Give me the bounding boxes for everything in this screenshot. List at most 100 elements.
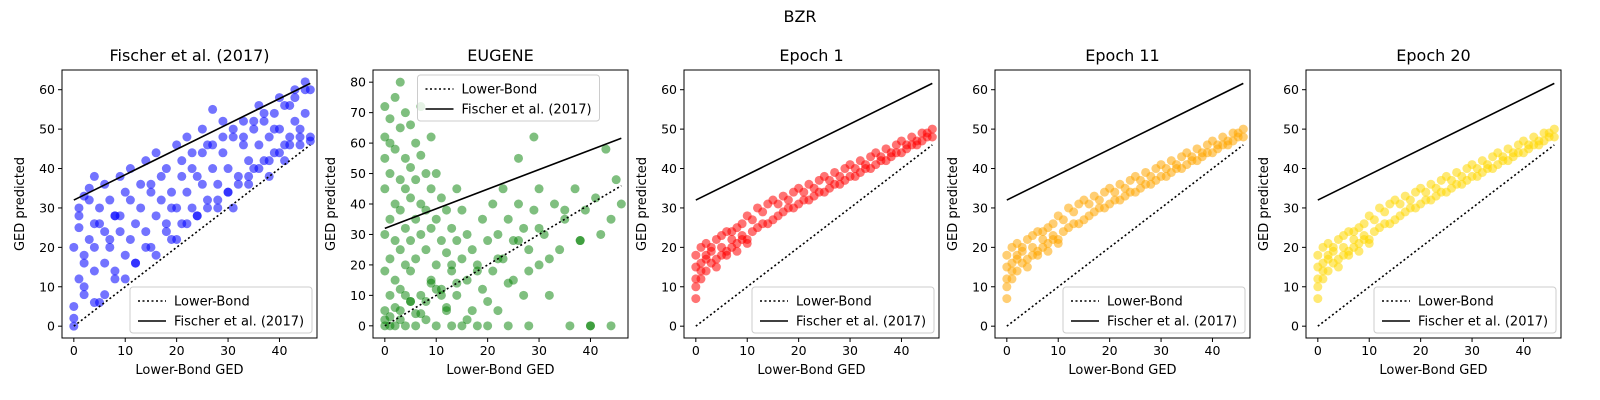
legend-box	[1062, 286, 1246, 334]
data-point	[380, 132, 390, 142]
data-point	[182, 187, 192, 197]
legend: Lower-Bond Fischer et al. (2017)	[1373, 286, 1557, 334]
data-point	[390, 144, 400, 154]
y-tick-label: 60	[39, 82, 55, 97]
data-point	[213, 195, 223, 205]
data-point	[447, 260, 457, 270]
data-point	[1048, 219, 1058, 229]
x-tick-label: 20	[791, 343, 807, 358]
data-point	[385, 254, 395, 264]
data-point	[447, 223, 457, 233]
y-axis-label: GED predicted	[635, 157, 650, 251]
data-point	[295, 132, 305, 142]
data-point	[927, 132, 937, 142]
data-point	[431, 214, 441, 224]
data-point	[223, 164, 233, 174]
data-point	[120, 274, 130, 284]
y-tick-label: 50	[39, 122, 55, 137]
y-tick-label: 0	[47, 319, 55, 334]
data-point	[74, 203, 84, 213]
data-point	[1313, 282, 1323, 292]
data-point	[1084, 199, 1094, 209]
scatter-points	[691, 124, 937, 304]
lower-bond-line	[1006, 144, 1244, 327]
fischer-reference-line	[695, 82, 933, 201]
data-point	[167, 203, 177, 213]
data-point	[105, 234, 115, 244]
y-tick-label: 0	[980, 319, 988, 334]
data-point	[187, 148, 197, 158]
data-point	[727, 234, 737, 244]
y-tick-label: 40	[972, 161, 988, 176]
data-point	[228, 203, 238, 213]
data-point	[228, 132, 238, 142]
data-point	[483, 236, 493, 246]
chart-panel-3: 0 10 20 30 40 0 10 20 30 40 50 60 Epoch 1 Lower-Bond …	[635, 46, 940, 378]
data-point	[483, 296, 493, 306]
data-point	[442, 248, 452, 258]
data-point	[406, 266, 416, 276]
y-axis-label: GED predicted	[1257, 157, 1272, 251]
panel-title: Epoch 1	[779, 46, 843, 65]
data-point	[549, 199, 559, 209]
data-point	[295, 140, 305, 150]
data-point	[529, 205, 539, 215]
data-point	[390, 236, 400, 246]
data-point	[400, 184, 410, 194]
x-tick-label: 10	[1361, 343, 1377, 358]
data-point	[1048, 231, 1058, 241]
data-point	[503, 321, 513, 331]
data-point	[95, 219, 105, 229]
y-tick-label: 60	[972, 82, 988, 97]
lower-bond-line	[384, 185, 622, 327]
data-point	[436, 193, 446, 203]
data-point	[213, 179, 223, 189]
data-point	[442, 303, 452, 313]
data-point	[1318, 266, 1328, 276]
data-point	[233, 179, 243, 189]
fischer-reference-line	[1006, 82, 1244, 201]
lower-bond-line	[695, 144, 933, 327]
data-point	[69, 242, 79, 252]
data-point	[1110, 187, 1120, 197]
data-point	[544, 254, 554, 264]
data-point	[202, 195, 212, 205]
x-tick-label: 40	[272, 343, 288, 358]
y-tick-label: 30	[39, 200, 55, 215]
data-point	[580, 205, 590, 215]
data-point	[570, 184, 580, 194]
data-point	[1028, 242, 1038, 252]
x-tick-label: 10	[739, 343, 755, 358]
legend-label: Fischer et al. (2017)	[1107, 315, 1237, 330]
data-point	[431, 260, 441, 270]
y-tick-label: 40	[1283, 161, 1299, 176]
axes-frame	[1305, 69, 1562, 339]
data-point	[927, 124, 937, 134]
data-point	[799, 187, 809, 197]
data-point	[400, 153, 410, 163]
y-axis-label: GED predicted	[324, 157, 339, 251]
legend: Lower-Bond Fischer et al. (2017)	[417, 74, 600, 122]
x-tick-label: 0	[70, 343, 78, 358]
data-point	[197, 148, 207, 158]
data-point	[161, 227, 171, 237]
fischer-reference-line	[1317, 82, 1555, 201]
data-point	[380, 184, 390, 194]
x-tick-label: 20	[169, 343, 185, 358]
data-point	[390, 199, 400, 209]
x-tick-label: 0	[1314, 343, 1322, 358]
data-point	[238, 140, 248, 150]
data-point	[390, 92, 400, 102]
data-point	[560, 205, 570, 215]
data-point	[146, 187, 156, 197]
data-point	[452, 236, 462, 246]
data-point	[238, 132, 248, 142]
y-tick-label: 30	[350, 227, 366, 242]
data-point	[380, 229, 390, 239]
y-tick-label: 50	[350, 166, 366, 181]
axes-frame	[61, 69, 318, 339]
data-point	[406, 236, 416, 246]
data-point	[1328, 246, 1338, 256]
data-point	[691, 294, 701, 304]
data-point	[529, 132, 539, 142]
